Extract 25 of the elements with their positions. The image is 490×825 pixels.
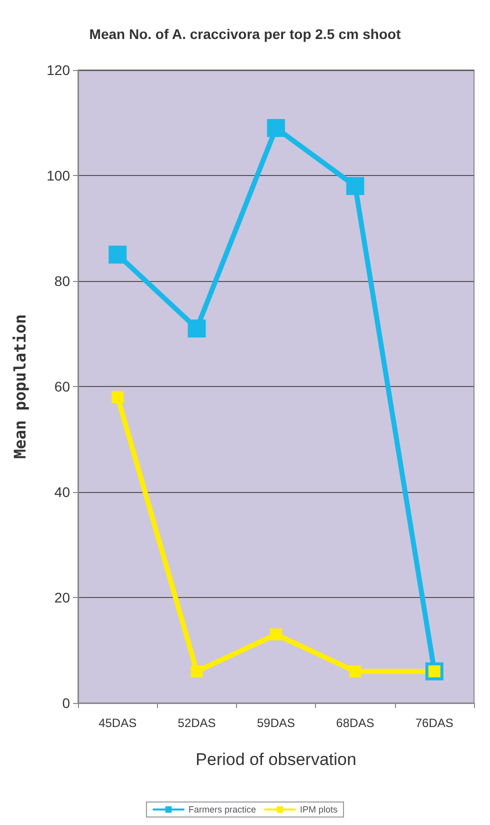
point — [108, 246, 127, 264]
legend-label: IPM plots — [300, 804, 338, 814]
y-tick-label: 120 — [46, 62, 70, 78]
legend-label: Farmers practice — [188, 804, 256, 814]
point — [270, 628, 282, 640]
y-tick-label: 0 — [62, 695, 70, 711]
point — [112, 391, 124, 404]
point — [190, 665, 203, 678]
x-tick-label: 52DAS — [178, 716, 216, 730]
y-tick-label: 80 — [54, 273, 70, 289]
point — [188, 319, 206, 338]
y-tick-label: 100 — [46, 168, 70, 184]
chart-title: Mean No. of A. craccivora per top 2.5 cm shoot — [89, 26, 402, 42]
y-tick-label: 20 — [54, 590, 70, 606]
x-tick-label: 68DAS — [336, 716, 374, 730]
x-tick-label: 59DAS — [256, 716, 296, 730]
y-tick-label: 40 — [54, 484, 70, 500]
point — [267, 119, 285, 138]
y-tick-label: 60 — [54, 378, 70, 394]
x-tick-label: 45DAS — [98, 716, 137, 730]
point — [346, 177, 364, 196]
point — [349, 665, 362, 678]
y-axis-title: Mean population — [10, 314, 30, 459]
x-tick-label: 76DAS — [415, 716, 454, 730]
x-axis-title: Period of observation — [196, 750, 356, 769]
